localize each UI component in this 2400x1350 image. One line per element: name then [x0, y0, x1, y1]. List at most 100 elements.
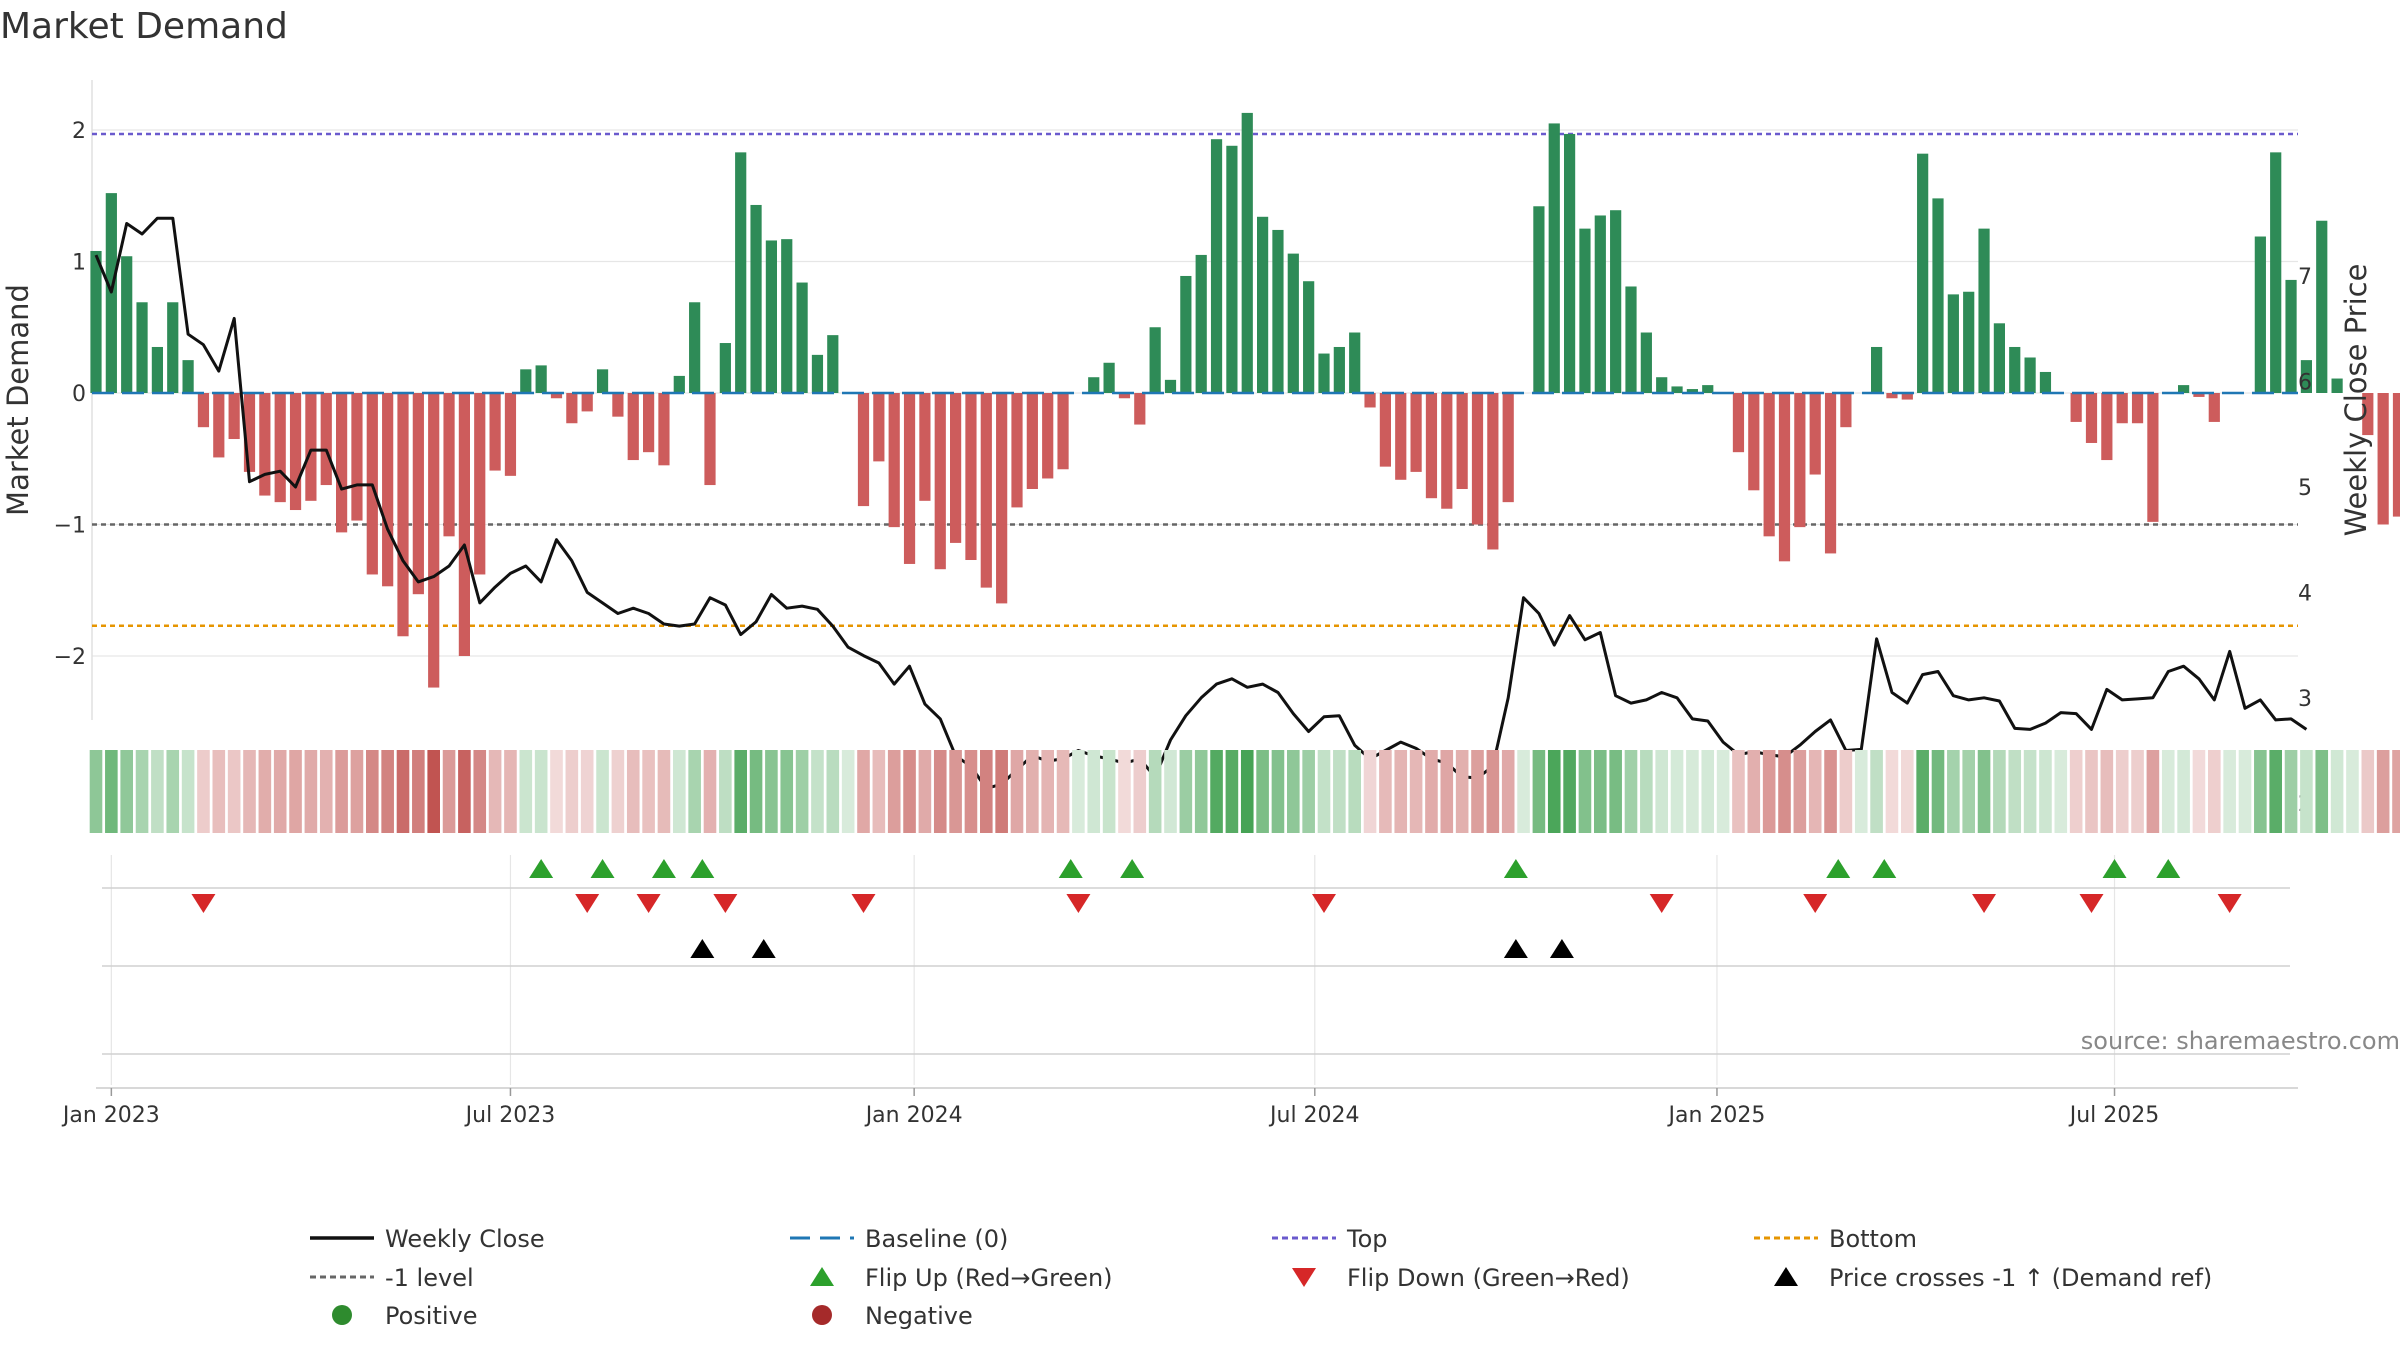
- heat-cell: [135, 750, 149, 833]
- demand-bar: [397, 393, 409, 637]
- demand-bars: [90, 112, 2400, 688]
- demand-bar: [1640, 332, 1652, 393]
- heat-cell: [227, 750, 241, 833]
- heat-cell: [2161, 750, 2175, 833]
- heat-cell: [2254, 750, 2267, 833]
- y-tick-label: 0: [72, 382, 86, 407]
- legend-label: Weekly Close: [385, 1225, 545, 1253]
- heat-cell: [811, 750, 824, 833]
- demand-bar: [228, 393, 240, 440]
- demand-bar: [90, 250, 102, 393]
- demand-bar: [689, 302, 701, 393]
- legend-swatch: [810, 1267, 834, 1286]
- heat-cell: [2100, 750, 2114, 833]
- demand-bar: [2331, 378, 2343, 393]
- y-axis-label-right: Weekly Close Price: [2339, 264, 2373, 537]
- heat-cell: [795, 750, 809, 833]
- heat-cell: [642, 750, 655, 833]
- demand-bar: [1042, 393, 1054, 479]
- heat-cell: [442, 750, 456, 833]
- heat-cell: [565, 750, 579, 833]
- heat-cell: [826, 750, 840, 833]
- heat-cell: [166, 750, 180, 833]
- flip-down-marker: [575, 894, 600, 913]
- heat-cell: [504, 750, 517, 833]
- heat-cell: [2346, 750, 2359, 833]
- demand-bar: [167, 302, 179, 393]
- y-axis-label-left: Market Demand: [1, 284, 35, 516]
- heat-cell: [1762, 750, 1776, 833]
- heat-cell: [212, 750, 226, 833]
- demand-bar: [2285, 279, 2297, 393]
- demand-bar: [1395, 393, 1407, 480]
- heat-cell: [1348, 750, 1361, 833]
- heat-cell: [841, 750, 855, 833]
- demand-bar: [1978, 228, 1990, 393]
- flip-up-marker: [1872, 859, 1897, 878]
- demand-bar: [781, 239, 793, 393]
- demand-bar: [1963, 291, 1975, 393]
- flip-up-marker: [1503, 859, 1528, 878]
- heat-cell: [1056, 750, 1070, 833]
- heat-cell: [534, 750, 548, 833]
- demand-bar: [2392, 393, 2400, 517]
- heat-cell: [381, 750, 394, 833]
- demand-bar: [1748, 393, 1760, 491]
- heat-cell: [2361, 750, 2375, 833]
- heat-cell: [1225, 750, 1239, 833]
- legend-swatch: [1292, 1268, 1316, 1287]
- heat-cell: [2039, 750, 2052, 833]
- legend-item: Positive: [332, 1302, 478, 1330]
- heat-cell: [872, 750, 886, 833]
- demand-bar: [1226, 145, 1238, 393]
- legend-item: Weekly Close: [310, 1225, 545, 1253]
- heat-cell: [1010, 750, 1024, 833]
- heat-cell: [1041, 750, 1054, 833]
- heat-cell: [304, 750, 318, 833]
- heat-cell: [1578, 750, 1592, 833]
- demand-bar: [1993, 323, 2005, 393]
- demand-bar: [765, 240, 777, 393]
- demand-bar: [151, 346, 163, 393]
- heat-cell: [289, 750, 302, 833]
- heat-cell: [243, 750, 256, 833]
- heat-cell: [458, 750, 471, 833]
- chart-title: Market Demand: [0, 6, 288, 47]
- demand-bar: [1778, 393, 1791, 562]
- heat-cell: [673, 750, 686, 833]
- demand-bar: [1425, 393, 1438, 499]
- legend-label: Price crosses -1 ↑ (Demand ref): [1829, 1264, 2212, 1292]
- heat-cell: [1609, 750, 1622, 833]
- demand-bar: [1103, 362, 1115, 393]
- demand-bar: [182, 360, 194, 393]
- heat-cell: [1409, 750, 1423, 833]
- heat-cell: [2238, 750, 2252, 833]
- heat-cell: [1563, 750, 1576, 833]
- heat-cell: [2300, 750, 2313, 833]
- demand-bar: [612, 393, 624, 417]
- heat-cell: [1102, 750, 1116, 833]
- demand-bar: [1195, 254, 1207, 393]
- demand-bar: [704, 393, 716, 486]
- flip-up-marker: [590, 859, 615, 878]
- flip-down-marker: [191, 894, 216, 913]
- demand-bar: [1303, 281, 1315, 393]
- flip-down-marker: [2079, 894, 2104, 913]
- flip-down-marker: [1649, 894, 1674, 913]
- demand-bar: [1318, 353, 1330, 393]
- demand-bar: [934, 393, 946, 570]
- legend-label: Baseline (0): [865, 1225, 1008, 1253]
- demand-bar: [719, 343, 731, 393]
- demand-bar: [550, 393, 563, 399]
- legend-item: -1 level: [310, 1264, 474, 1292]
- flip-up-marker: [1120, 859, 1145, 878]
- demand-bar: [2316, 220, 2328, 393]
- demand-bar: [1118, 393, 1131, 399]
- heat-cell: [2069, 750, 2083, 833]
- heat-cell: [2223, 750, 2236, 833]
- demand-bar: [1026, 393, 1038, 489]
- demand-bar: [1579, 228, 1591, 393]
- heat-cell: [1440, 750, 1454, 833]
- demand-bar: [412, 393, 424, 595]
